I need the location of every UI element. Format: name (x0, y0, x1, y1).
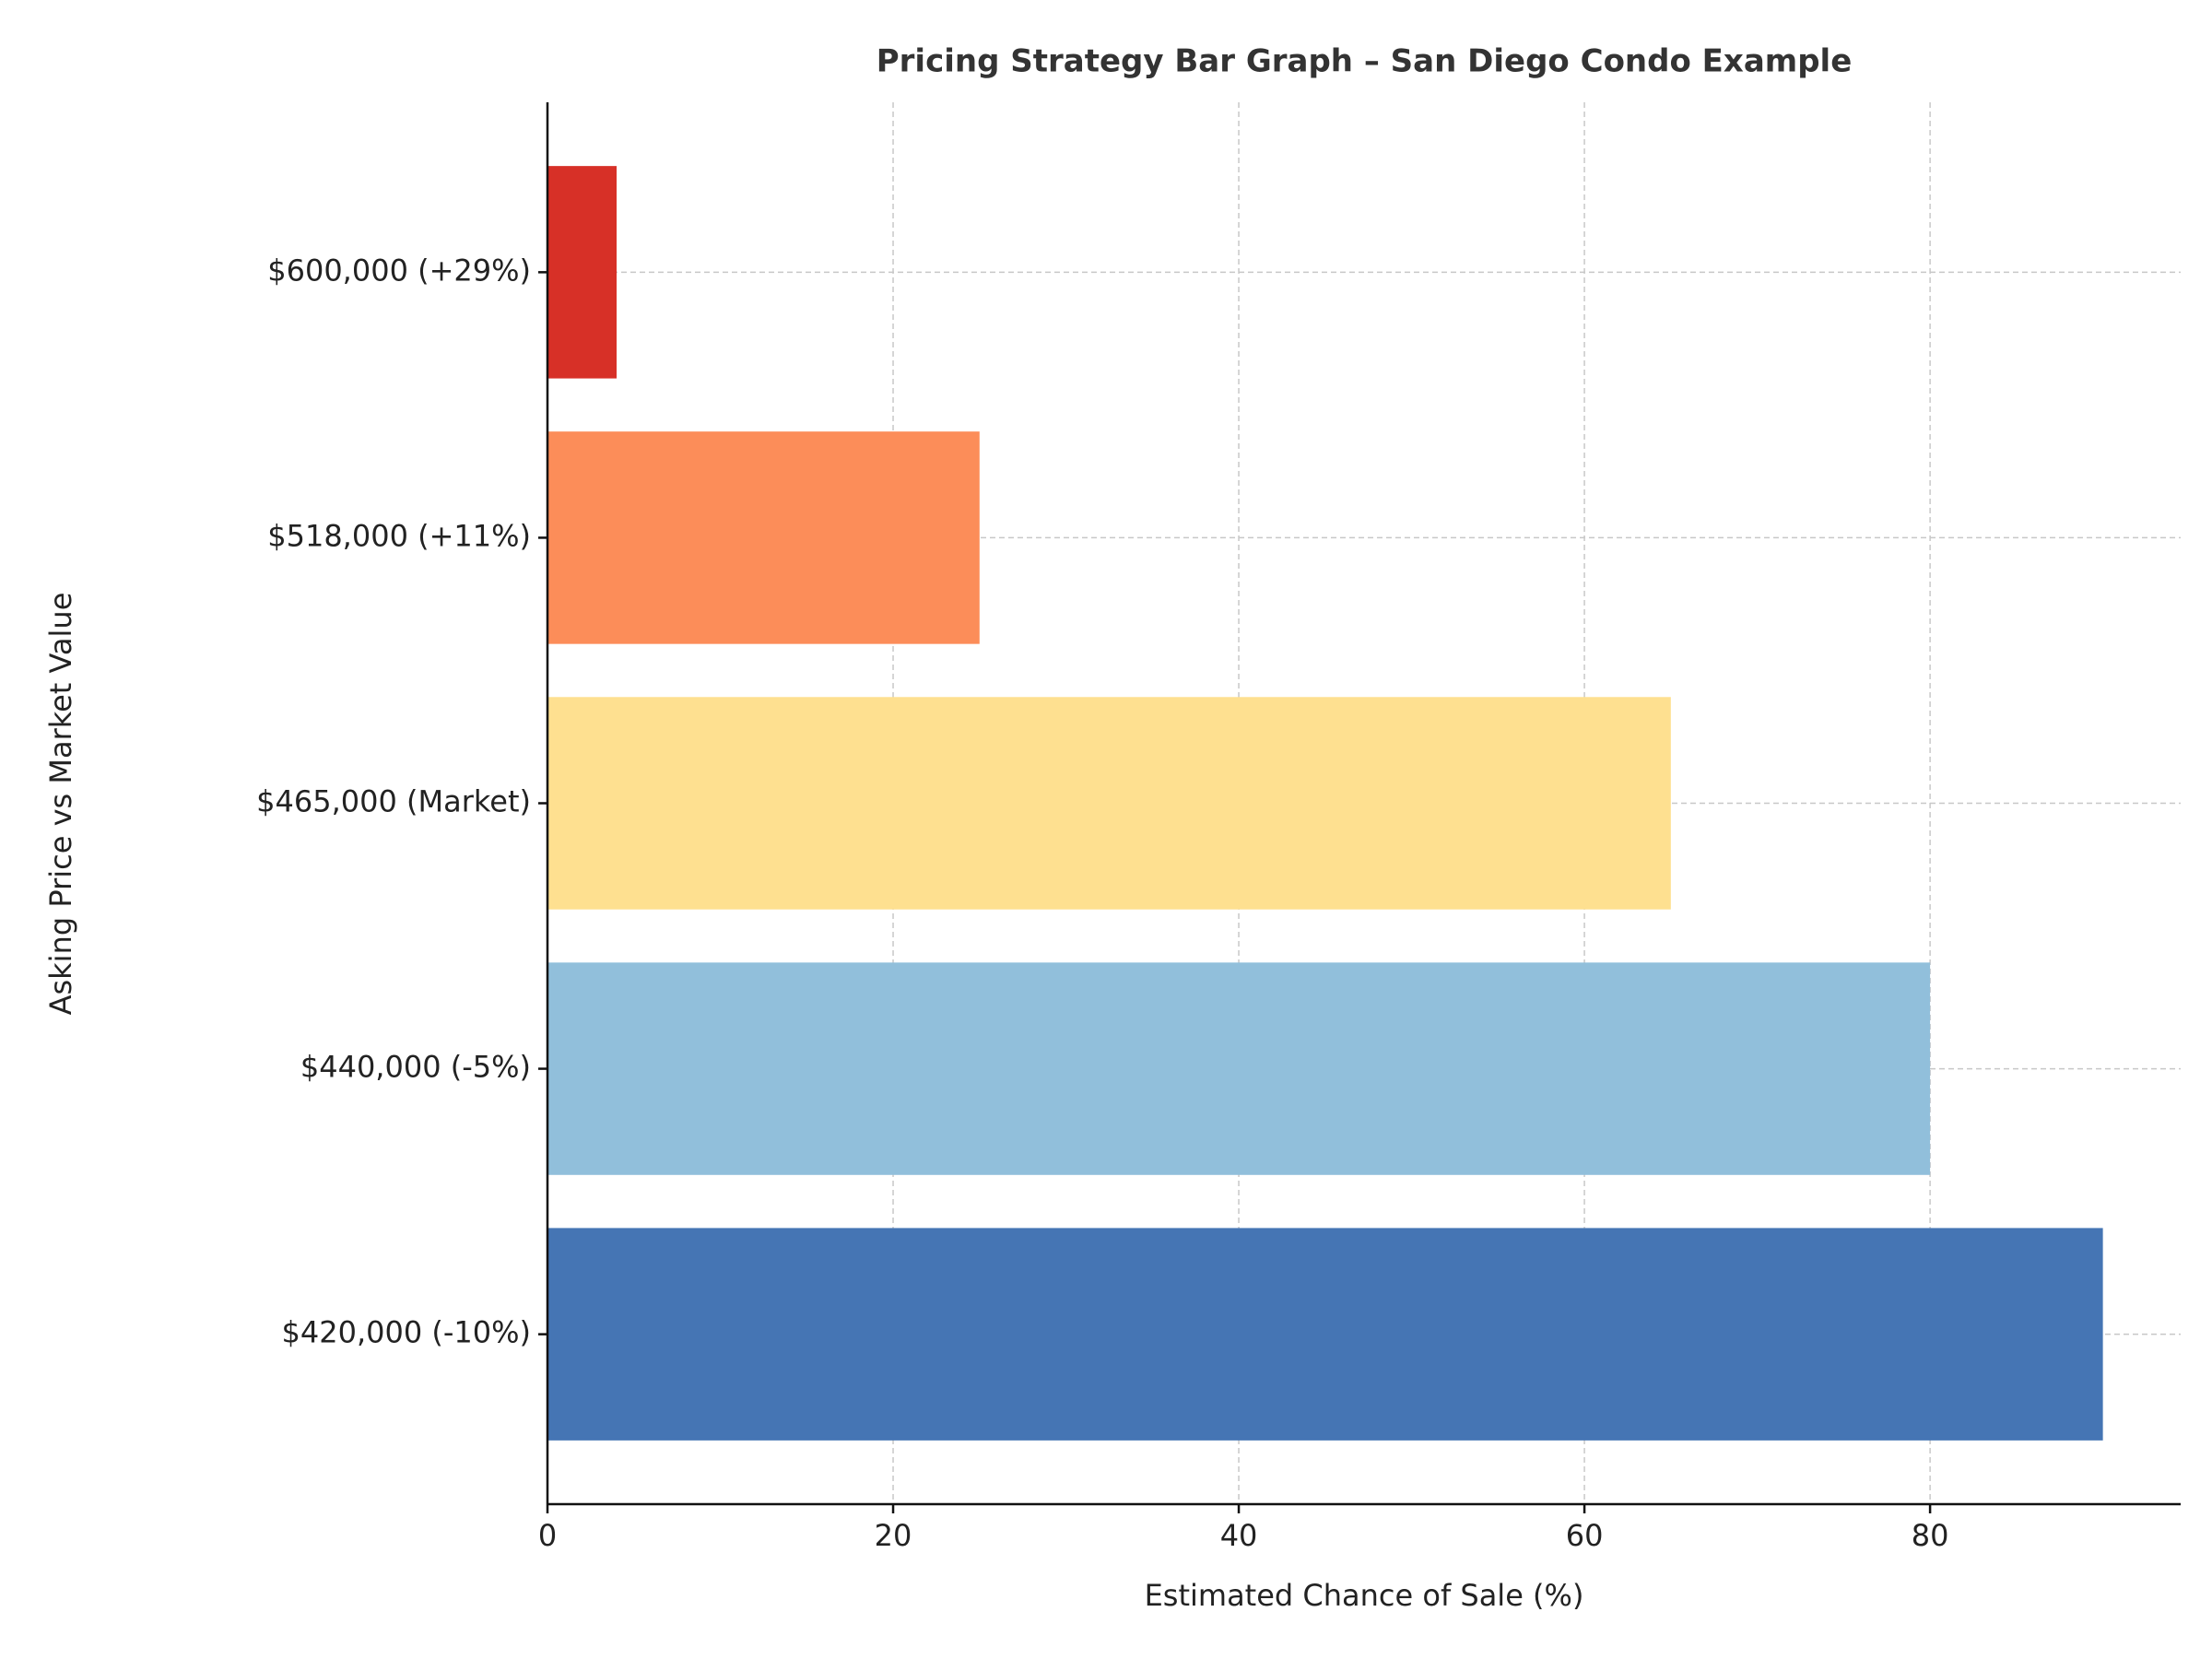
x-tick-label: 60 (1566, 1518, 1604, 1553)
y-tick-label: $420,000 (-10%) (282, 1315, 532, 1350)
bar (547, 166, 618, 379)
bar (547, 697, 1671, 910)
y-tick-label: $518,000 (+11%) (267, 518, 531, 553)
y-tick-label: $465,000 (Market) (256, 784, 531, 819)
x-tick-label: 80 (1912, 1518, 1949, 1553)
x-axis-label: Estimated Chance of Sale (%) (1145, 1578, 1584, 1613)
bar (547, 962, 1931, 1175)
bar (547, 431, 980, 644)
chart-title: Pricing Strategy Bar Graph – San Diego C… (877, 43, 1853, 80)
bar (547, 1228, 2103, 1441)
y-tick-label: $440,000 (-5%) (300, 1050, 531, 1085)
y-axis-label: Asking Price vs Market Value (43, 593, 78, 1016)
x-tick-label: 20 (875, 1518, 912, 1553)
x-tick-label: 40 (1220, 1518, 1258, 1553)
y-tick-label: $600,000 (+29%) (267, 253, 531, 288)
x-tick-label: 0 (538, 1518, 557, 1553)
